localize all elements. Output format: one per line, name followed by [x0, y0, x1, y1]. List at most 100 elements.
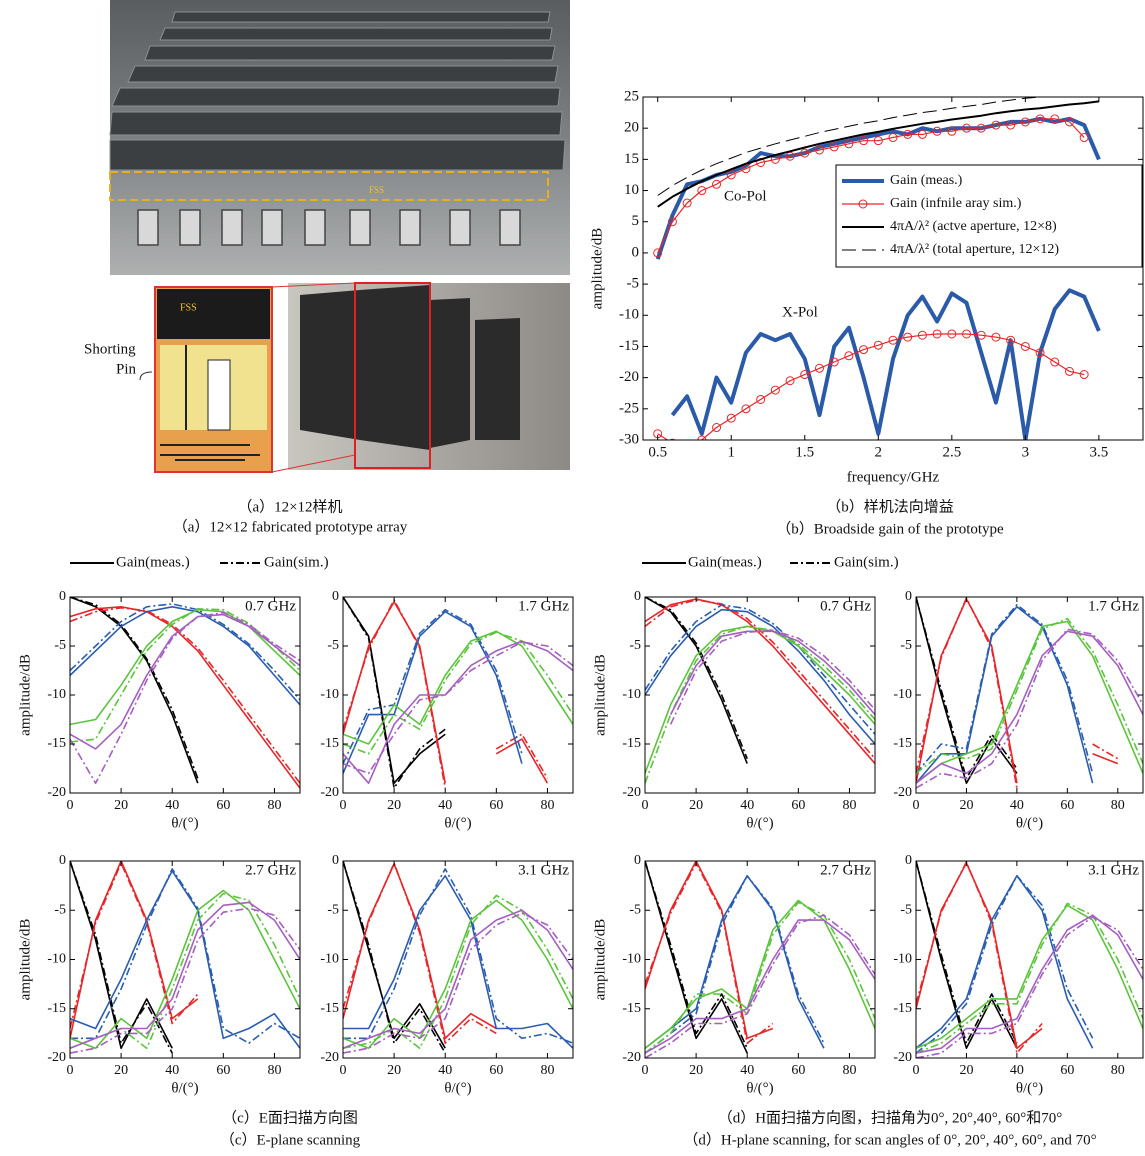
- series-marker: [947, 329, 957, 339]
- x-tick-label: 60: [1060, 798, 1074, 813]
- plot-area: [343, 597, 573, 788]
- x-tick-label: 60: [489, 798, 503, 813]
- panel-label: 0.7 GHz: [245, 598, 296, 614]
- series-line: [70, 613, 300, 750]
- x-tick-label: 0: [913, 798, 920, 813]
- y-tick-label: 25: [624, 88, 639, 104]
- series-marker: [873, 136, 883, 146]
- series-line: [343, 863, 497, 1040]
- panel-label: 2.7 GHz: [245, 862, 296, 878]
- series-line: [916, 914, 1143, 1054]
- y-tick-label: -10: [622, 952, 641, 967]
- series-marker: [712, 423, 722, 433]
- panel-label: 3.1 GHz: [518, 862, 569, 878]
- series-line: [645, 861, 748, 1049]
- y-tick-label: 0: [634, 853, 641, 868]
- series-line: [645, 875, 825, 1054]
- series-marker: [1050, 114, 1060, 124]
- x-tick-label: 80: [540, 1063, 554, 1078]
- y-tick-label: 0: [905, 853, 912, 868]
- series-line: [916, 861, 1018, 1049]
- series-line: [70, 597, 199, 784]
- series-marker: [712, 179, 722, 189]
- y-tick-label: -20: [320, 785, 339, 800]
- series-line: [70, 861, 173, 1049]
- series-line: [916, 861, 1043, 1054]
- series-line: [70, 608, 300, 726]
- series-line: [669, 630, 875, 716]
- series-line: [70, 607, 300, 784]
- series-line: [343, 608, 523, 764]
- series-line: [916, 606, 1094, 784]
- caption: （d）H面扫描方向图，扫描角为0°, 20°,40°, 60°和70°: [718, 1109, 1063, 1126]
- series-line: [70, 892, 300, 1049]
- series-marker: [1079, 370, 1089, 380]
- series-marker: [770, 385, 780, 395]
- x-tick-label: 60: [216, 798, 230, 813]
- series-line: [645, 604, 875, 735]
- series-marker: [785, 376, 795, 386]
- panel-label: 1.7 GHz: [518, 598, 569, 614]
- series-line: [343, 909, 573, 1049]
- series-line: [70, 597, 199, 779]
- series-marker: [932, 329, 942, 339]
- y-tick-label: -15: [622, 736, 641, 751]
- x-axis-label: θ/(°): [746, 1080, 773, 1096]
- x-tick-label: 20: [114, 1063, 128, 1078]
- y-tick-label: -15: [47, 1001, 66, 1016]
- y-axis-label: amplitude/dB: [589, 228, 605, 310]
- series-line: [343, 861, 446, 1049]
- series-marker: [697, 186, 707, 196]
- x-tick-label: 20: [959, 798, 973, 813]
- y-tick-label: -20: [47, 785, 66, 800]
- series-line: [343, 868, 573, 1044]
- y-tick-label: -30: [619, 431, 639, 447]
- x-tick-label: 20: [689, 1063, 703, 1078]
- x-tick-label: 80: [267, 1063, 281, 1078]
- plot-area: [70, 861, 300, 1054]
- x-tick-label: 20: [387, 1063, 401, 1078]
- y-tick-label: -5: [900, 638, 912, 653]
- plot-area: [653, 97, 1101, 440]
- series-marker: [947, 126, 957, 136]
- series-line: [645, 625, 875, 774]
- caption: （a）12×12样机: [237, 498, 342, 515]
- series-marker: [814, 145, 824, 155]
- x-tick-label: 20: [689, 798, 703, 813]
- x-tick-label: 80: [267, 798, 281, 813]
- series-line: [657, 118, 1085, 254]
- series-line: [916, 628, 1143, 789]
- series-marker: [962, 123, 972, 133]
- y-tick-label: -10: [47, 687, 66, 702]
- series-line: [343, 862, 497, 1044]
- x-axis-label: θ/(°): [444, 815, 471, 831]
- legend-box: [835, 164, 1143, 268]
- legend-label: 4πA/λ² (total aperture, 12×12): [890, 242, 1059, 257]
- series-line: [645, 597, 748, 764]
- x-tick-label: 3.5: [1090, 444, 1109, 460]
- x-tick-label: 60: [216, 1063, 230, 1078]
- legend-label: Gain(meas.): [688, 554, 762, 570]
- series-line: [70, 611, 300, 784]
- x-tick-label: 1.5: [795, 444, 814, 460]
- y-tick-label: -20: [47, 1050, 66, 1065]
- series-marker: [682, 198, 692, 208]
- plot-area: [645, 861, 875, 1058]
- series-marker: [1050, 357, 1060, 367]
- series-line: [343, 875, 573, 1049]
- legend-label: Gain (infnile aray sim.): [890, 196, 1022, 211]
- series-marker: [741, 404, 751, 414]
- series-marker: [667, 217, 677, 227]
- series-marker: [888, 335, 898, 345]
- y-tick-label: -20: [622, 785, 641, 800]
- y-tick-label: -15: [893, 1001, 912, 1016]
- series-marker: [991, 332, 1001, 342]
- x-axis-label: frequency/GHz: [847, 469, 940, 485]
- legend-label: Gain (meas.): [890, 173, 963, 188]
- x-tick-label: 40: [740, 1063, 754, 1078]
- plot-area: [343, 861, 573, 1054]
- series-marker: [1006, 335, 1016, 345]
- panel-label: 1.7 GHz: [1088, 598, 1139, 614]
- series-line: [916, 875, 1094, 1049]
